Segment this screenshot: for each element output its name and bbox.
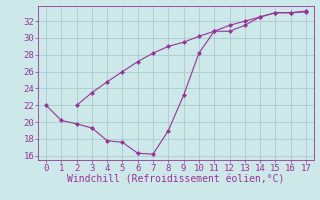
X-axis label: Windchill (Refroidissement éolien,°C): Windchill (Refroidissement éolien,°C) bbox=[67, 175, 285, 185]
